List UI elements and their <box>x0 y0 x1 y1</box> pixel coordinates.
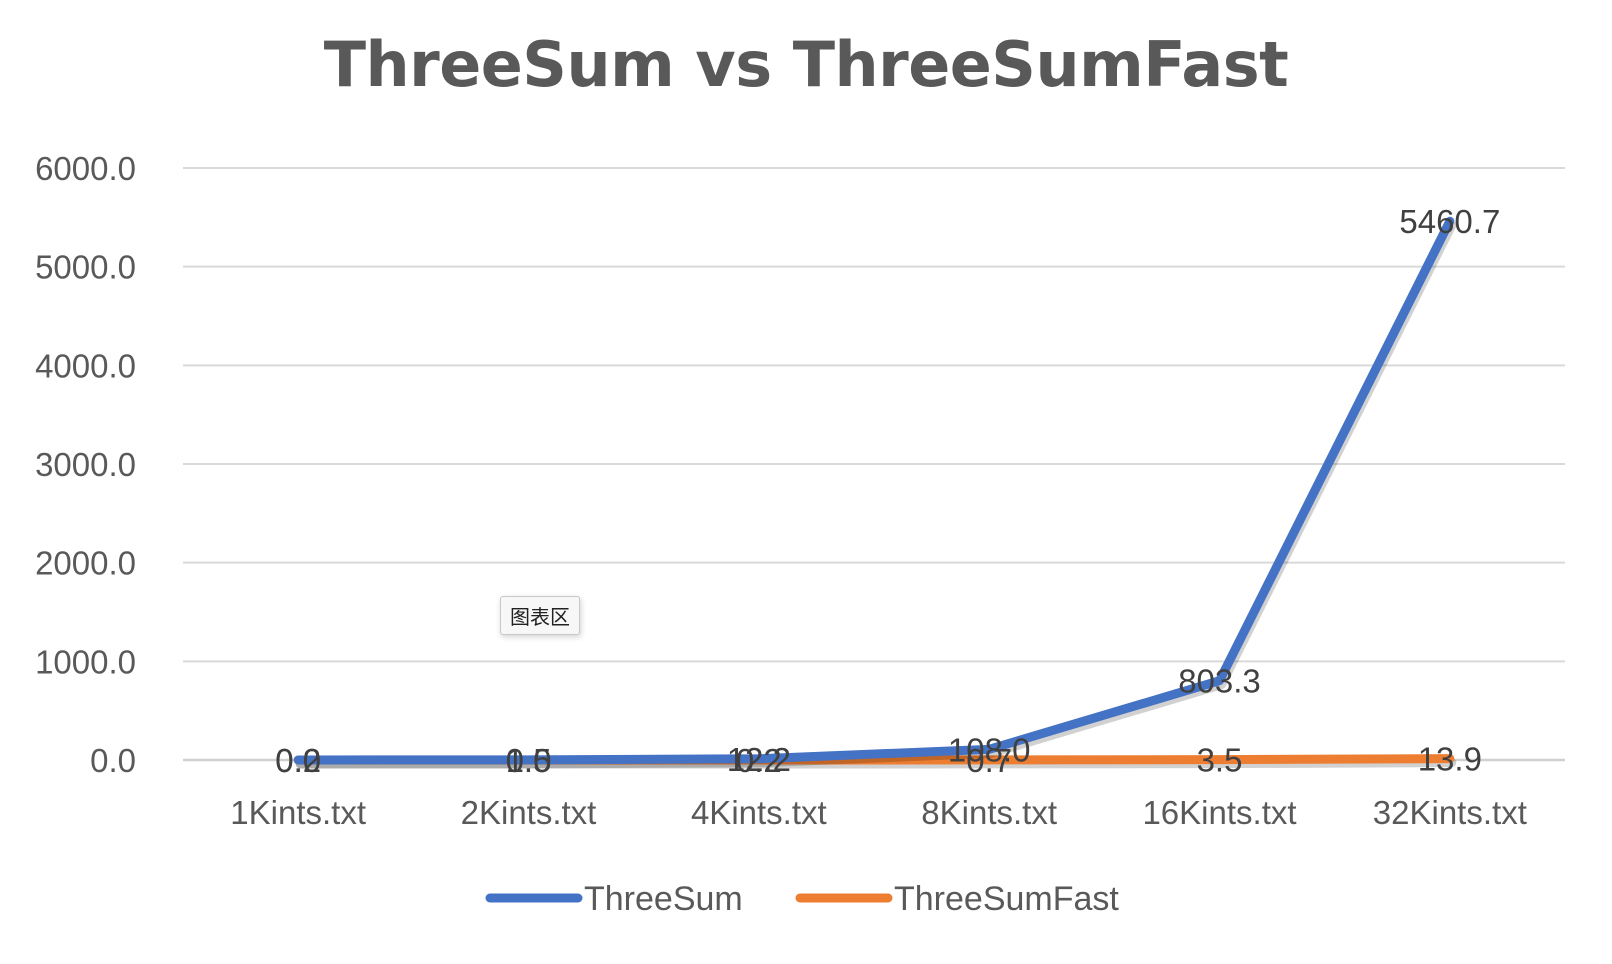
chart-title: ThreeSum vs ThreeSumFast <box>323 28 1289 101</box>
y-tick-label: 3000.0 <box>35 446 136 483</box>
gridlines <box>183 167 1565 762</box>
series-lines <box>293 216 1457 769</box>
y-tick-label: 6000.0 <box>35 150 136 187</box>
data-label: 12.2 <box>727 741 791 778</box>
chart-area-tooltip: 图表区 <box>500 596 580 635</box>
legend-label: ThreeSum <box>584 880 743 918</box>
data-label: 3.5 <box>1197 742 1243 779</box>
y-tick-label: 2000.0 <box>35 545 136 582</box>
data-label: 0.7 <box>966 742 1012 779</box>
data-label: 0.0 <box>275 742 321 779</box>
data-label: 0.0 <box>506 742 552 779</box>
data-label: 803.3 <box>1178 663 1261 700</box>
data-label: 1.5 <box>506 742 552 779</box>
y-tick-label: 0.0 <box>90 742 136 779</box>
x-tick-label: 2Kints.txt <box>461 794 597 831</box>
series-line-threesum[interactable] <box>293 216 1455 765</box>
x-axis-tick-labels: 1Kints.txt 2Kints.txt 4Kints.txt 8Kints.txt… <box>230 794 1527 831</box>
y-axis-tick-labels: 0.0 1000.0 2000.0 3000.0 4000.0 5000.0 6000.0 <box>35 150 136 779</box>
series-line-shadow <box>295 220 1457 769</box>
data-label: 0.2 <box>275 742 321 779</box>
y-tick-label: 5000.0 <box>35 249 136 286</box>
y-tick-label: 1000.0 <box>35 643 136 680</box>
data-label: 0.2 <box>736 742 782 779</box>
data-label: 108.0 <box>948 731 1031 768</box>
x-tick-label: 1Kints.txt <box>230 794 366 831</box>
x-tick-label: 4Kints.txt <box>691 794 827 831</box>
legend: ThreeSum ThreeSumFast <box>485 880 1119 918</box>
x-tick-label: 16Kints.txt <box>1142 794 1296 831</box>
x-tick-label: 32Kints.txt <box>1373 794 1527 831</box>
data-label: 5460.7 <box>1399 203 1500 240</box>
data-label: 13.9 <box>1418 741 1482 778</box>
y-tick-label: 4000.0 <box>35 347 136 384</box>
x-tick-label: 8Kints.txt <box>921 794 1057 831</box>
legend-label: ThreeSumFast <box>894 880 1119 918</box>
